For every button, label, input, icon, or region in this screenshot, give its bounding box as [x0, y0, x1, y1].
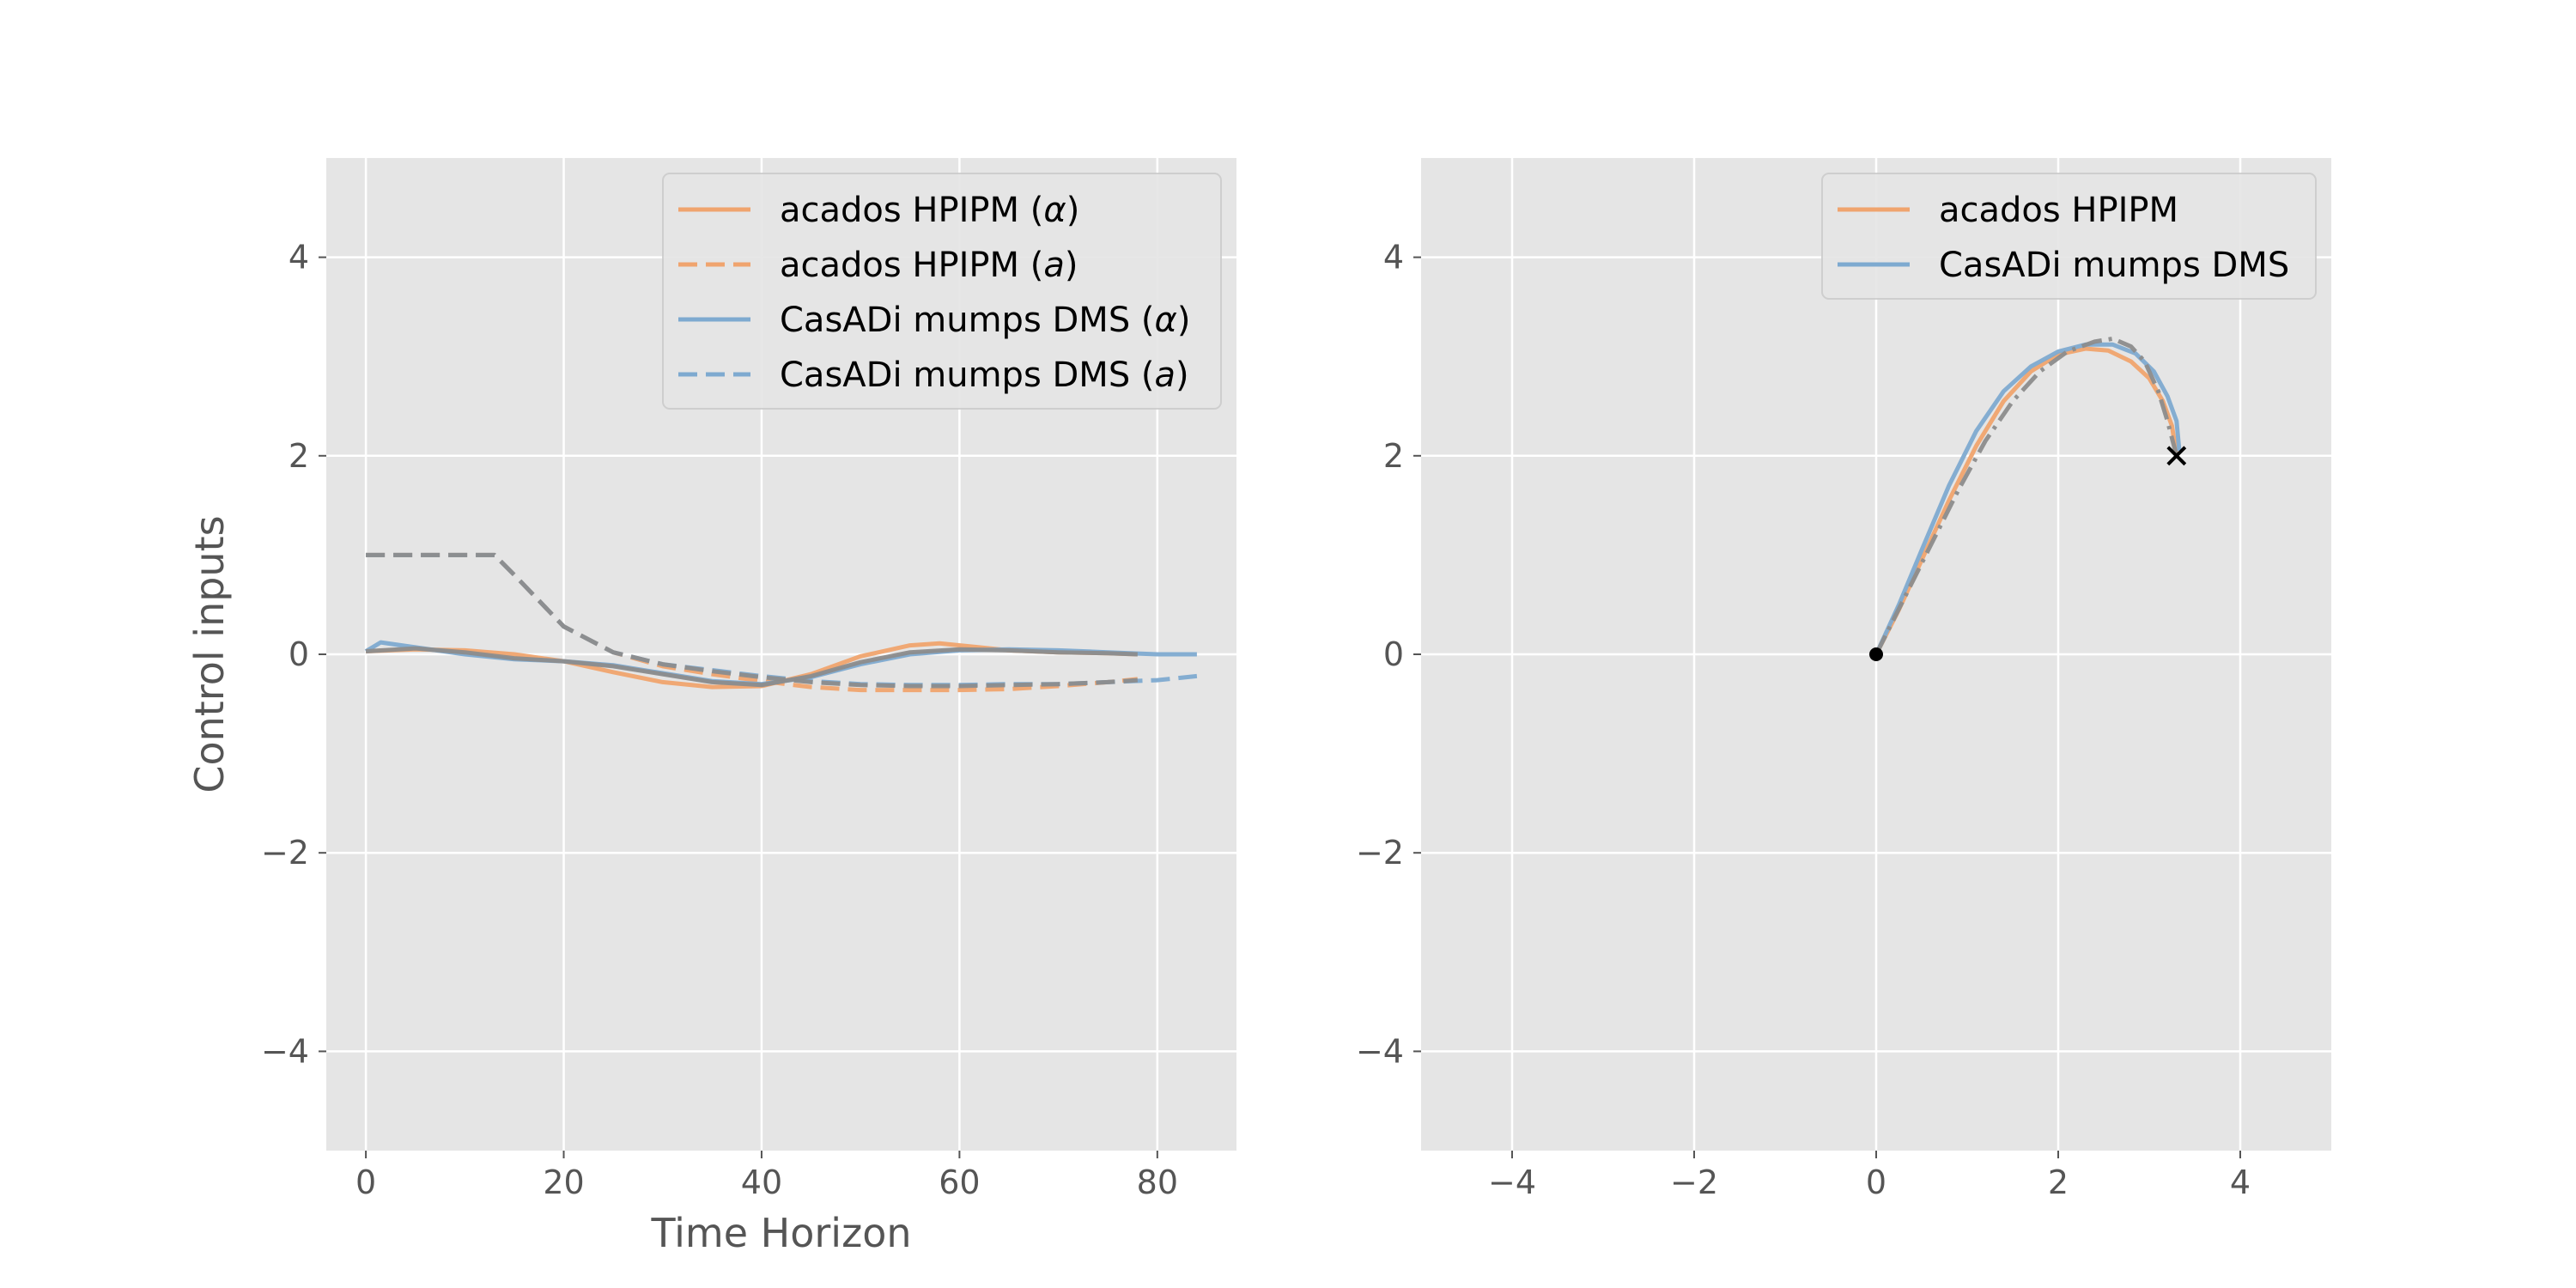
series-group [1874, 336, 2182, 656]
legend-label: CasADi mumps DMS (α) [780, 301, 1191, 340]
legend: acados HPIPM (α) acados HPIPM (a) CasADi m… [662, 173, 1222, 410]
y-tick-label: −2 [261, 834, 309, 872]
series-line-0 [1874, 346, 2179, 656]
x-tick-label: −4 [1488, 1163, 1536, 1201]
x-tick-label: 40 [741, 1163, 782, 1201]
y-tick-label: −4 [1356, 1032, 1404, 1070]
series-line-4 [366, 552, 1138, 689]
x-tick-label: 80 [1137, 1163, 1178, 1201]
legend-label: acados HPIPM (a) [780, 246, 1078, 285]
y-tick-label: 4 [1383, 239, 1404, 276]
series-group [364, 552, 1198, 693]
x-tick-label: 0 [355, 1163, 376, 1201]
y-tick-label: 2 [1383, 437, 1404, 475]
x-tick-label: 0 [1866, 1163, 1886, 1201]
series-line-1 [1874, 342, 2182, 656]
y-axis-label: Control inputs [186, 515, 233, 793]
legend: acados HPIPM CasADi mumps DMS [1821, 173, 2317, 300]
legend-label: acados HPIPM (α) [780, 191, 1079, 230]
x-tick-label: 60 [939, 1163, 980, 1201]
y-tick-label: 0 [1383, 635, 1404, 673]
y-tick-label: 4 [289, 239, 309, 276]
right-panel: −4 −2 0 2 4 −4 −2 0 2 4 acados HPIPM CasADi mumps D… [1356, 158, 2331, 1201]
y-tick-label: −4 [261, 1032, 309, 1070]
legend-label: CasADi mumps DMS (a) [780, 355, 1189, 395]
x-tick-label: −2 [1670, 1163, 1718, 1201]
legend-label: acados HPIPM [1939, 191, 2178, 230]
left-panel: 0 20 40 60 80 −4 −2 0 2 4 Time Horizon Control inpu… [186, 158, 1236, 1256]
legend-frame [1821, 173, 2317, 300]
x-axis-label: Time Horizon [650, 1210, 911, 1256]
x-tick-label: 4 [2230, 1163, 2251, 1201]
series-line-5 [365, 646, 1138, 688]
y-tick-label: 0 [289, 635, 309, 673]
legend-frame [662, 173, 1222, 410]
x-tick-label: 2 [2048, 1163, 2069, 1201]
y-tick-label: −2 [1356, 834, 1404, 872]
legend-label: CasADi mumps DMS [1939, 246, 2289, 285]
y-tick-label: 2 [289, 437, 309, 475]
goal-marker [2166, 446, 2187, 466]
start-marker [1869, 647, 1883, 661]
series-line-2 [1874, 336, 2179, 656]
x-tick-label: 20 [543, 1163, 584, 1201]
